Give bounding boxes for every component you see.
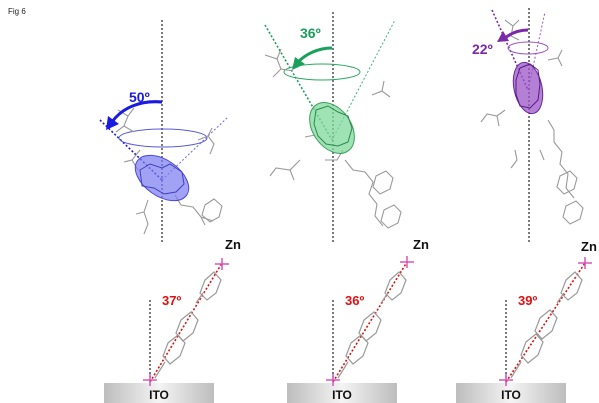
ito-substrate-2 [287, 383, 397, 403]
molecule-tilt-label-3: 22º [472, 41, 493, 57]
zn-label-1: Zn [225, 237, 241, 252]
figure-label: Fig 6 [8, 7, 26, 16]
molecule-ellipsoid-2 [309, 102, 355, 154]
molecule-ellipsoid-3 [512, 61, 544, 115]
linker-rings-1 [154, 271, 222, 379]
cone-edge-line-2 [331, 19, 396, 141]
linker-angle-label-2: 36º [345, 293, 364, 308]
precession-cone-1 [118, 128, 208, 148]
molecule-tilt-label-2: 36º [300, 25, 321, 41]
linker-angle-label-1: 37º [162, 293, 181, 308]
ito-label-2: ITO [332, 388, 352, 402]
precession-cone-3 [507, 41, 549, 55]
linker-rings-3 [510, 271, 583, 379]
substituents-1 [115, 107, 223, 235]
substituents-2 [264, 48, 402, 229]
macrocycle-2 [313, 105, 353, 147]
tilt-arrow-3 [504, 28, 529, 40]
precession-cone-2 [283, 63, 361, 81]
anchor-groups-1 [143, 258, 229, 386]
tilt-arrowhead-1 [106, 116, 119, 130]
tilt-arrowhead-3 [497, 31, 509, 42]
linker-axis-line-1 [149, 262, 223, 383]
ito-label-3: ITO [501, 388, 521, 402]
substituents-3 [480, 19, 584, 225]
molecule-ellipsoid-1 [134, 154, 190, 202]
cone-edge-line-1 [161, 116, 229, 181]
zn-label-2: Zn [413, 237, 429, 252]
tilt-arrow-1 [110, 100, 163, 123]
linker-angle-label-3: 39º [518, 293, 537, 308]
ito-substrate-1 [104, 383, 214, 403]
linker-rings-2 [337, 271, 407, 379]
molecule-tilt-label-1: 50º [129, 89, 150, 105]
zn-label-3: Zn [581, 239, 597, 254]
panel-2: ITO 36º Zn [264, 12, 429, 403]
anchor-groups-3 [499, 257, 592, 386]
tilt-arrow-2 [296, 46, 333, 64]
macrocycle-3 [515, 63, 541, 109]
panel-3: ITO 39º Zn [456, 8, 597, 403]
ito-substrate-3 [456, 383, 566, 403]
anchor-groups-2 [326, 256, 414, 386]
linker-axis-line-2 [332, 261, 408, 383]
ito-label-1: ITO [149, 388, 169, 402]
linker-axis-line-3 [505, 262, 586, 383]
tilt-arrowhead-2 [292, 57, 305, 70]
macrocycle-1 [139, 163, 185, 195]
panel-1: ITO 37º Zn [99, 20, 241, 403]
